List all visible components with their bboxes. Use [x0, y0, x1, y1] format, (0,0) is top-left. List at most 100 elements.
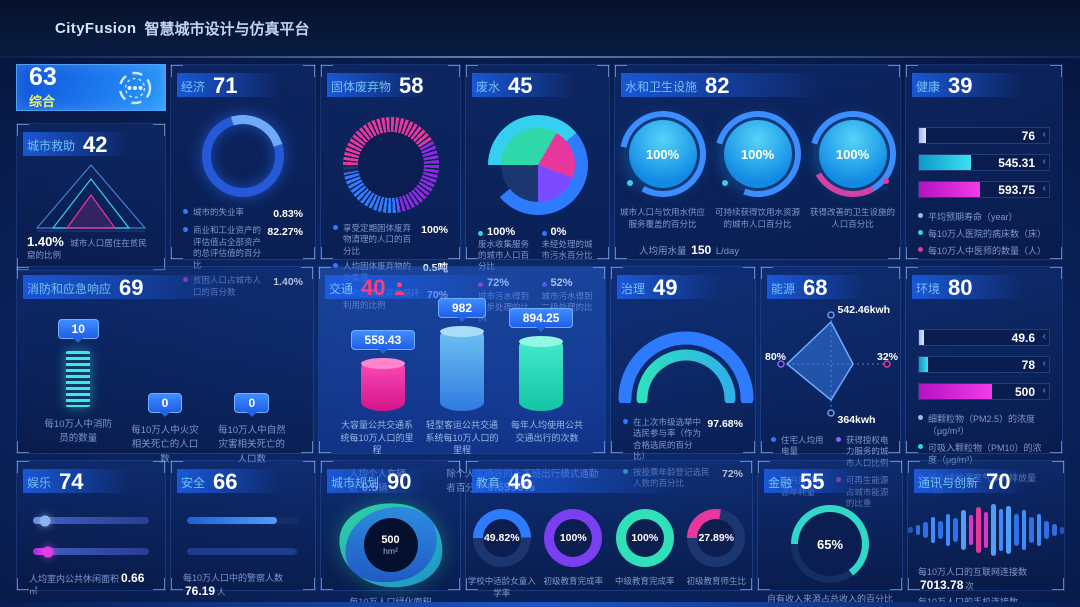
panel-communication: 通讯与创新 70 每10万人口的互联网连接数7013.78次 每10万人口的手机… [907, 460, 1065, 607]
panel-label: 环境 [916, 281, 941, 296]
indoor-recreation-slider[interactable] [33, 515, 149, 526]
value-badge: 558.43 [350, 330, 416, 350]
gauge-value: 100% [628, 120, 697, 188]
education-rings: 49.82% 学校中适龄女童入学率 100% 初级教育完成率 100% [466, 509, 752, 599]
panel-title: 能源 68 [761, 267, 900, 303]
panel-score: 39 [948, 73, 973, 98]
water-gauge-2: 100% [714, 111, 801, 197]
legend-dot [835, 437, 841, 442]
donut-chart: 100% [615, 509, 674, 567]
panel-education: 教育 46 49.82% 学校中适龄女童入学率 100% 初级教育完成 [465, 460, 753, 598]
panel-overall-score: 63 综合 [16, 64, 166, 111]
cylinder-column: 982 [428, 298, 496, 411]
panel-grid: 63 综合 城市救助 42 [16, 64, 1065, 607]
ring-label: 中级教育完成率 [614, 576, 675, 586]
nested-triangles [35, 164, 147, 232]
panel-title: 经济 71 [171, 65, 315, 101]
legend-item: 享受定期固体废弃物清理的人口的百分比 100% [333, 223, 448, 257]
legend-item: 城市的失业率 0.83% [183, 207, 303, 221]
axis-value-right: 32% [876, 351, 898, 363]
column-label: 每年人均使用公共交通出行的次数 [510, 420, 583, 443]
panel-title: 城市救助 42 [17, 124, 165, 160]
legend-value: 100% [487, 226, 516, 238]
fire-chart: 10 每10万人中消防员的数量 0 每10万人中火灾相关死亡的人口数 0 每10… [17, 303, 313, 467]
stat-value: 1.40% [27, 234, 64, 249]
value-badge: 10 [57, 319, 99, 339]
bar-value: 76 [1021, 128, 1035, 143]
value-badge: 982 [437, 298, 486, 318]
panel-safety: 安全 66 每10万人口中的警察人数76.19人 每10万人口中发生凶杀案的数量… [170, 460, 316, 607]
legend-value: 82.27% [267, 226, 303, 239]
solid-waste-donut-chart [342, 117, 439, 213]
panel-label: 消防和应急响应 [27, 281, 112, 296]
stat-label: 人均用水量 [639, 245, 687, 257]
legend-dot [623, 419, 628, 424]
panel-economy: 经济 71 城市的失业率 0.83% 商业和工业资产的评估值占全部资产的总评估值… [170, 64, 316, 297]
gauge-dot [721, 180, 728, 186]
stat-label: 人均室内公共休闲面积 [29, 574, 120, 584]
slider-knob[interactable] [39, 515, 51, 526]
panel-score: 71 [213, 73, 238, 98]
outdoor-recreation-slider[interactable] [33, 546, 149, 557]
police-bar [187, 517, 299, 524]
ring-label: 初级教育师生比 [686, 576, 746, 586]
health-legend: 平均预期寿命（year） 每10万人医院的病床数（床） 每10万人中医师的数量（… [918, 211, 1050, 257]
top-bar: CityFusion 智慧城市设计与仿真平台 [0, 0, 1080, 56]
economy-donut-chart [202, 115, 284, 197]
legend-value: 97.68% [707, 418, 743, 430]
bar-fill [187, 548, 296, 555]
column-label: 大容量公共交通系统每10万人口的里程 [340, 420, 414, 456]
slum-population-stat: 1.40% 城市人口居住在贫民窟的比例 [17, 234, 165, 270]
panel-fire-emergency: 消防和应急响应 69 10 每10万人中消防员的数量 0 每10万人中火灾相关死… [16, 266, 314, 465]
stat-value: 7013.78 [920, 578, 964, 592]
panel-label: 城市规划 [331, 475, 380, 490]
center-value: 500 [381, 534, 400, 546]
panel-city-aid: 城市救助 42 1.40% 城市人口居住在贫民窟的比例 [16, 123, 166, 271]
water-per-capita-stat: 人均用水量 150 L/day [639, 243, 900, 257]
overall-label: 综合 [29, 94, 56, 109]
legend-label: 在上次市级选举中选民参与率（作为合格选民的百分比） [633, 417, 702, 462]
cylinder-column: 894.25 [507, 308, 575, 411]
header-divider [0, 56, 1080, 58]
legend-label: 每10万人中医师的数量（人） [928, 246, 1047, 257]
legend-item: 平均预期寿命（year） [918, 211, 1050, 223]
ring-student-teacher-ratio: 27.89% 初级教育师生比 [682, 509, 751, 599]
bar-fill [919, 182, 981, 197]
panel-title: 教育 46 [466, 461, 752, 497]
bar-physicians: 593.75 [918, 181, 1050, 198]
wastewater-donut-chart [487, 115, 588, 215]
waveform [907, 501, 1065, 559]
panel-finance: 金融 55 65% 自有收入来源占总收入的百分比 [757, 460, 903, 604]
bar-life-expectancy: 76 [918, 127, 1050, 144]
cylinder-bar [519, 336, 564, 411]
value-badge: 0 [234, 393, 270, 413]
panel-label: 教育 [476, 475, 501, 490]
panel-score: 49 [653, 275, 678, 300]
panel-label: 固体废弃物 [331, 79, 392, 94]
legend-item: 商业和工业资产的评估值占全部资产的总评估值的百分比 82.27% [183, 225, 303, 271]
panel-score: 46 [508, 469, 533, 494]
legend-label: 商业和工业资产的评估值占全部资产的总评估值的百分比 [193, 225, 262, 270]
person-icon [394, 281, 404, 295]
blob-center: 500 hm² [363, 518, 418, 572]
green-area-blob-chart: 500 hm² [333, 496, 448, 594]
panel-label: 水和卫生设施 [625, 79, 698, 94]
slider-knob[interactable] [42, 546, 54, 557]
panel-health: 健康 39 76 545.31 593.75 [905, 64, 1063, 260]
bar-value: 78 [1021, 357, 1035, 372]
legend-dot [918, 247, 923, 253]
bar-value: 593.75 [998, 182, 1035, 197]
bar-fill [919, 384, 992, 399]
ring-value: 65% [816, 536, 844, 552]
legend-value: 0% [550, 226, 567, 238]
panel-label: 安全 [181, 475, 206, 490]
legend-item: 细颗粒物（PM2.5）的浓度（μg/m³） [918, 413, 1050, 437]
ring-enrollment: 49.82% 学校中适龄女童入学率 [467, 509, 536, 599]
panel-label: 治理 [621, 281, 646, 296]
ring-label: 初级教育完成率 [543, 576, 603, 586]
gauge-label: 可持续获得饮用水资源的城市人口百分比 [714, 207, 800, 230]
panel-label: 娱乐 [27, 475, 52, 490]
panel-energy: 能源 68 542.46kwh 80% 32% [760, 266, 901, 508]
panel-score: 69 [119, 275, 144, 300]
